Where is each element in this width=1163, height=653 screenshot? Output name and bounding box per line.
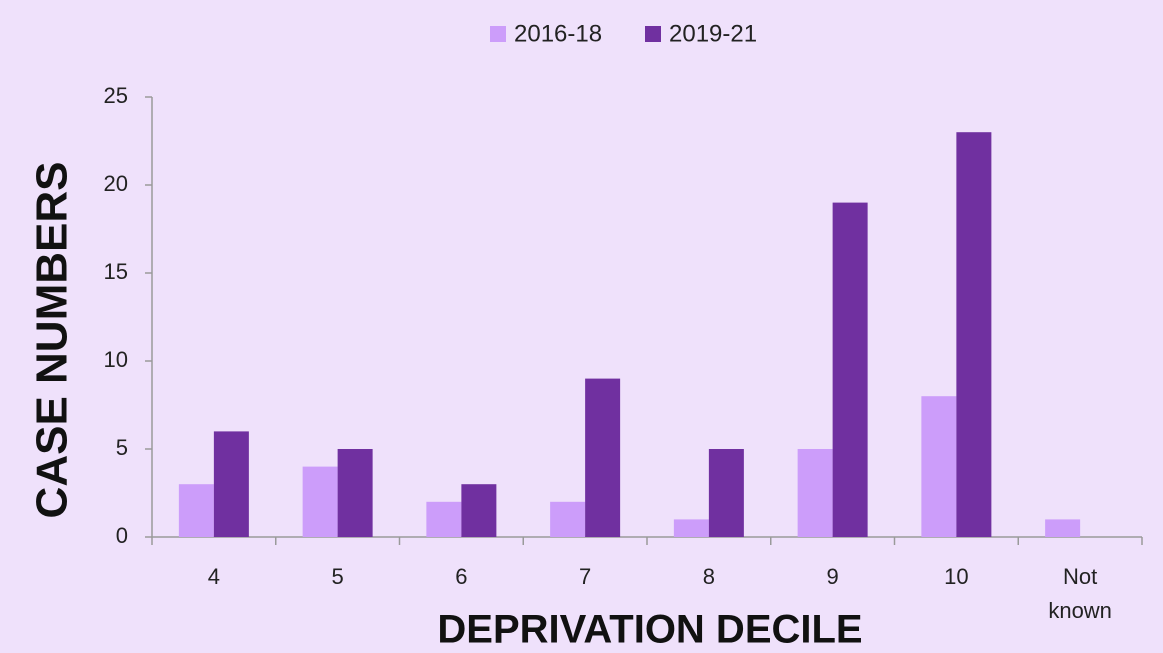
bar — [673, 519, 709, 537]
bar — [832, 202, 868, 537]
x-tick-label: 8 — [702, 564, 715, 589]
bar — [426, 501, 462, 537]
x-tick-label: 9 — [826, 564, 839, 589]
legend-label: 2016-18 — [514, 20, 602, 47]
bar — [178, 484, 214, 537]
bar — [461, 484, 497, 537]
bar — [302, 466, 338, 537]
x-tick-label: 6 — [455, 564, 468, 589]
legend-swatch — [645, 26, 661, 42]
y-tick-label: 15 — [104, 259, 128, 284]
bar — [550, 501, 586, 537]
bar — [1045, 519, 1081, 537]
bar — [337, 449, 373, 537]
x-tick-label: 4 — [207, 564, 220, 589]
bar — [213, 431, 249, 537]
bar — [921, 396, 957, 537]
y-tick-label: 25 — [104, 83, 128, 108]
bar — [956, 132, 992, 537]
x-axis-title: DEPRIVATION DECILE — [437, 608, 862, 652]
x-tick-label: 10 — [944, 564, 969, 589]
legend-swatch — [490, 26, 506, 42]
legend-label: 2019-21 — [669, 20, 757, 47]
bar — [585, 378, 621, 537]
x-tick-label: 5 — [331, 564, 344, 589]
y-tick-label: 10 — [104, 347, 128, 372]
y-tick-label: 20 — [104, 171, 128, 196]
bar — [797, 449, 833, 537]
y-axis-title: CASE NUMBERS — [28, 162, 77, 519]
y-tick-label: 5 — [116, 435, 128, 460]
x-tick-label: 7 — [579, 564, 592, 589]
bar — [708, 449, 744, 537]
y-tick-label: 0 — [116, 523, 128, 548]
x-tick-label: Not known — [1048, 564, 1112, 623]
